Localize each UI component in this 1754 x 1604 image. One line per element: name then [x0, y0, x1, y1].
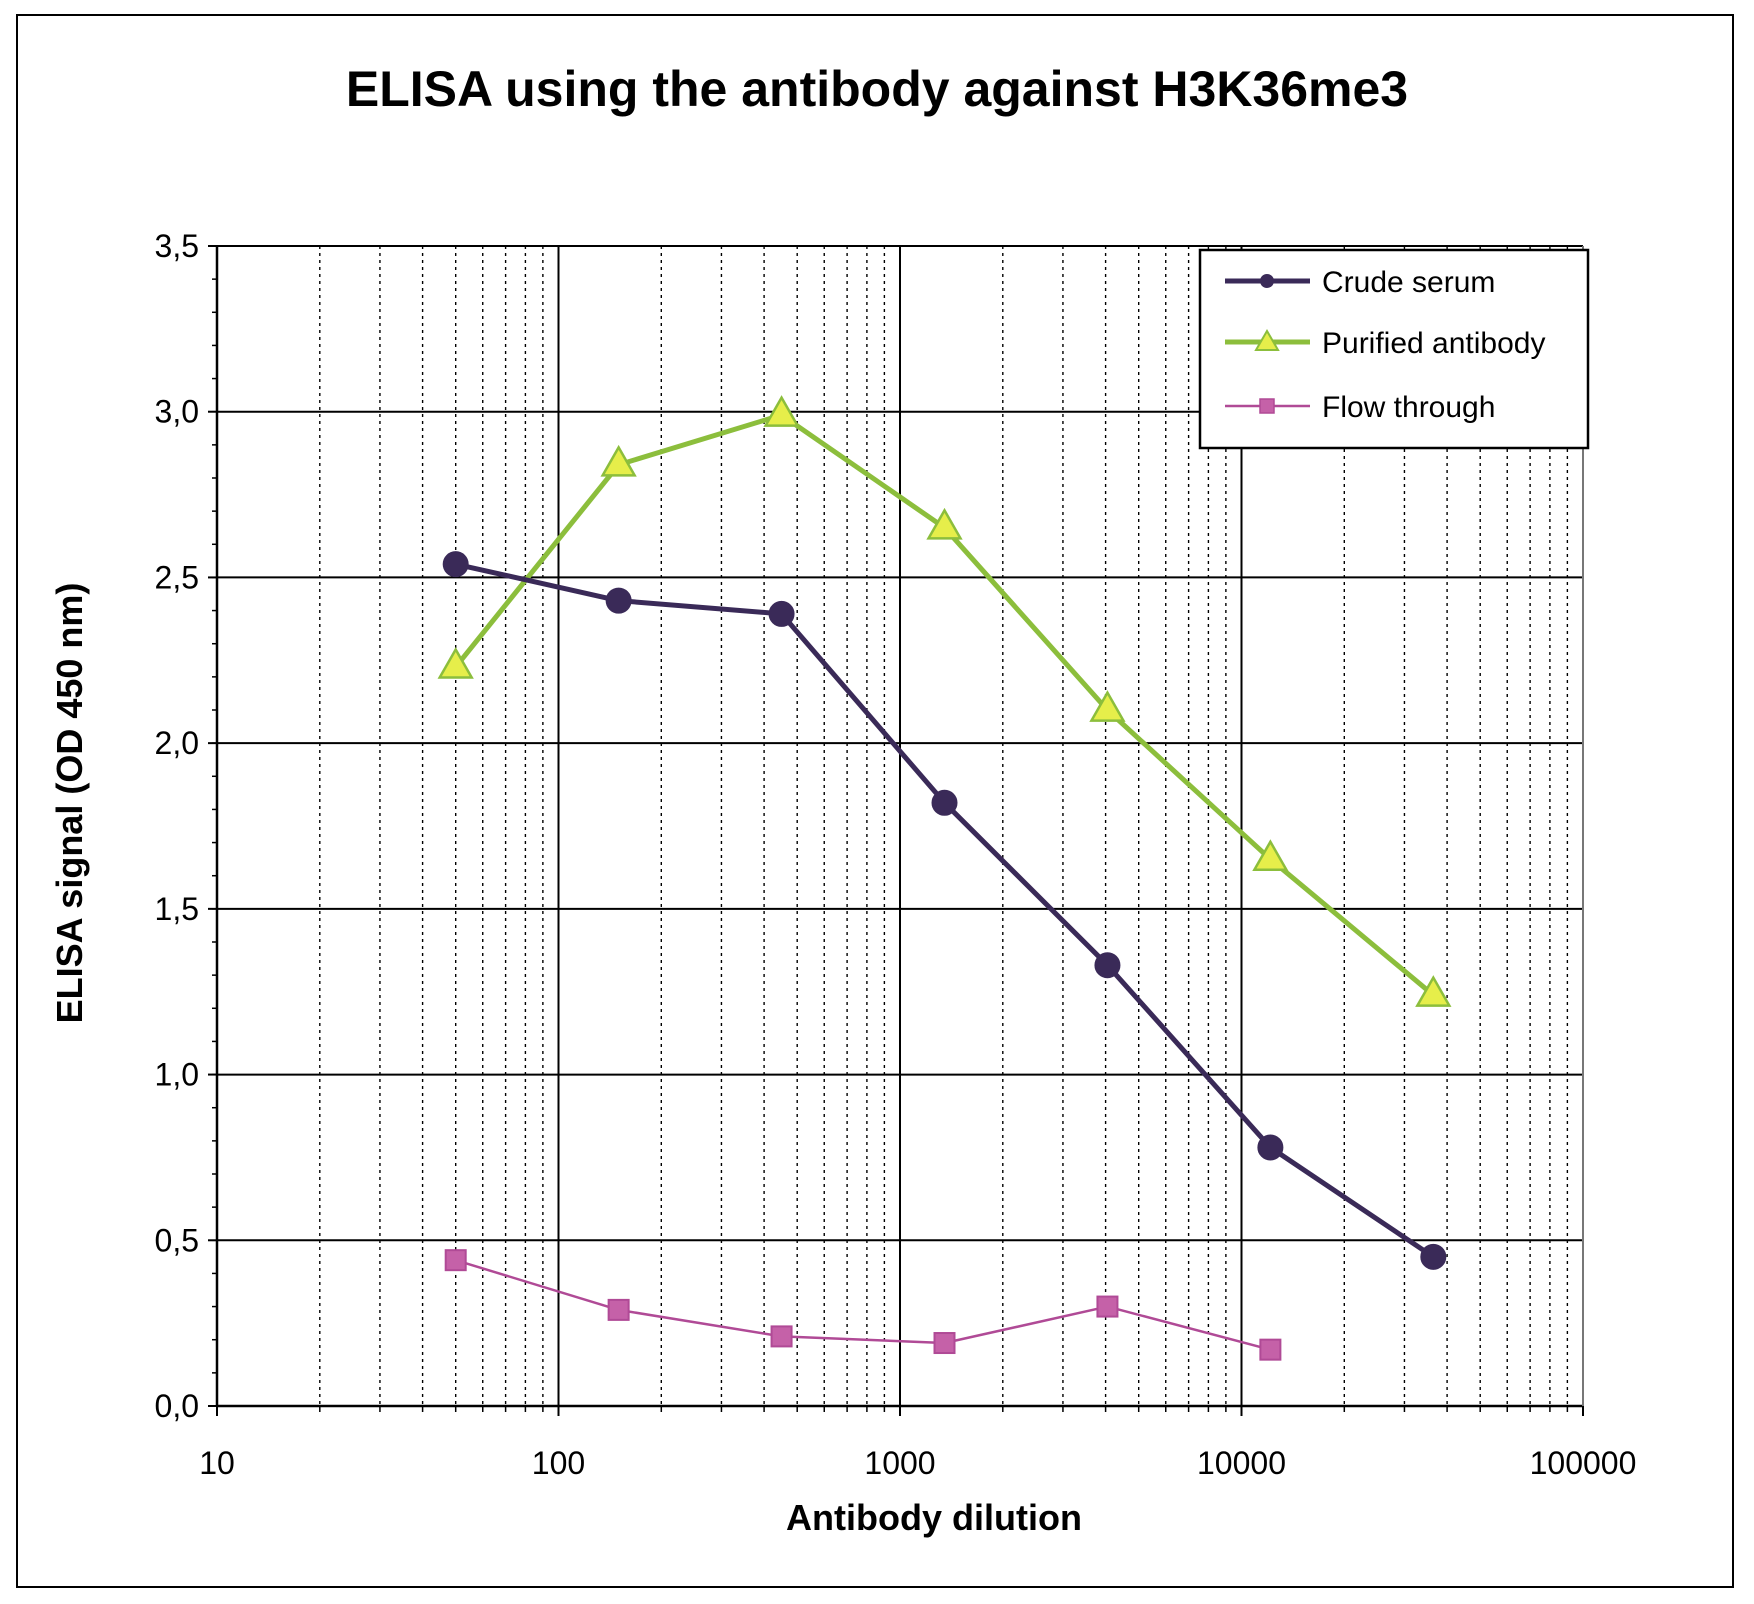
y-tick-label: 2,0 [155, 725, 199, 761]
legend-marker-crude-serum [1260, 274, 1274, 288]
y-axis-label: ELISA signal (OD 450 nm) [49, 583, 90, 1024]
purified-antibody-point [437, 647, 474, 679]
purified-antibody-point [1089, 690, 1126, 722]
flow-through-line [455, 1258, 1271, 1351]
y-tick-label: 1,0 [155, 1057, 199, 1093]
x-tick-label: 1000 [864, 1445, 935, 1481]
x-tick-label: 10000 [1197, 1445, 1286, 1481]
y-tick-label: 3,5 [155, 228, 199, 264]
flow-through-point [933, 1332, 956, 1355]
crude-serum-line [455, 561, 1435, 1259]
crude-serum-point [1257, 1134, 1284, 1161]
legend-marker-flow-through [1259, 398, 1275, 414]
crude-serum-point [931, 789, 958, 816]
series-layer [437, 395, 1452, 1361]
purified-antibody-point [926, 507, 963, 540]
crude-serum-point [1420, 1243, 1447, 1270]
legend-label-flow-through: Flow through [1322, 391, 1495, 424]
x-axis-label: Antibody dilution [786, 1497, 1082, 1538]
y-tick-label: 0,0 [155, 1388, 199, 1424]
legend-label-crude-serum: Crude serum [1322, 266, 1495, 299]
chart-title: ELISA using the antibody against H3K36me… [346, 61, 1408, 117]
flow-through-point [607, 1298, 630, 1321]
purified-antibody-point [600, 444, 637, 477]
x-tick-label: 100 [532, 1445, 585, 1481]
tick-labels: 0,0 0,5 1,0 1,5 2,0 2,5 3,0 3,5 10 100 1000 10000 10… [155, 228, 1637, 1481]
purified-antibody-point [763, 395, 800, 427]
legend-marker-purified-antibody [1254, 329, 1280, 351]
grid [217, 245, 1583, 1406]
x-tick-label: 100000 [1530, 1445, 1637, 1481]
flow-through-point [1259, 1338, 1282, 1361]
y-tick-label: 1,5 [155, 891, 199, 927]
y-tick-label: 3,0 [155, 394, 199, 430]
y-tick-label: 0,5 [155, 1222, 199, 1258]
crude-serum-point [605, 587, 632, 614]
legend-label-purified-antibody: Purified antibody [1322, 327, 1545, 360]
flow-through-point [1096, 1295, 1119, 1318]
legend: Crude serum Purified antibody Flow through [1198, 248, 1590, 450]
flow-through-point [770, 1325, 793, 1348]
flow-through-point [444, 1249, 467, 1272]
crude-serum-point [442, 551, 469, 578]
y-tick-label: 2,5 [155, 559, 199, 595]
crude-serum-point [1094, 952, 1121, 979]
purified-antibody-point [1252, 839, 1289, 872]
purified-antibody-point [1415, 975, 1452, 1007]
crude-serum-point [768, 600, 795, 627]
x-tick-label: 10 [199, 1445, 235, 1481]
